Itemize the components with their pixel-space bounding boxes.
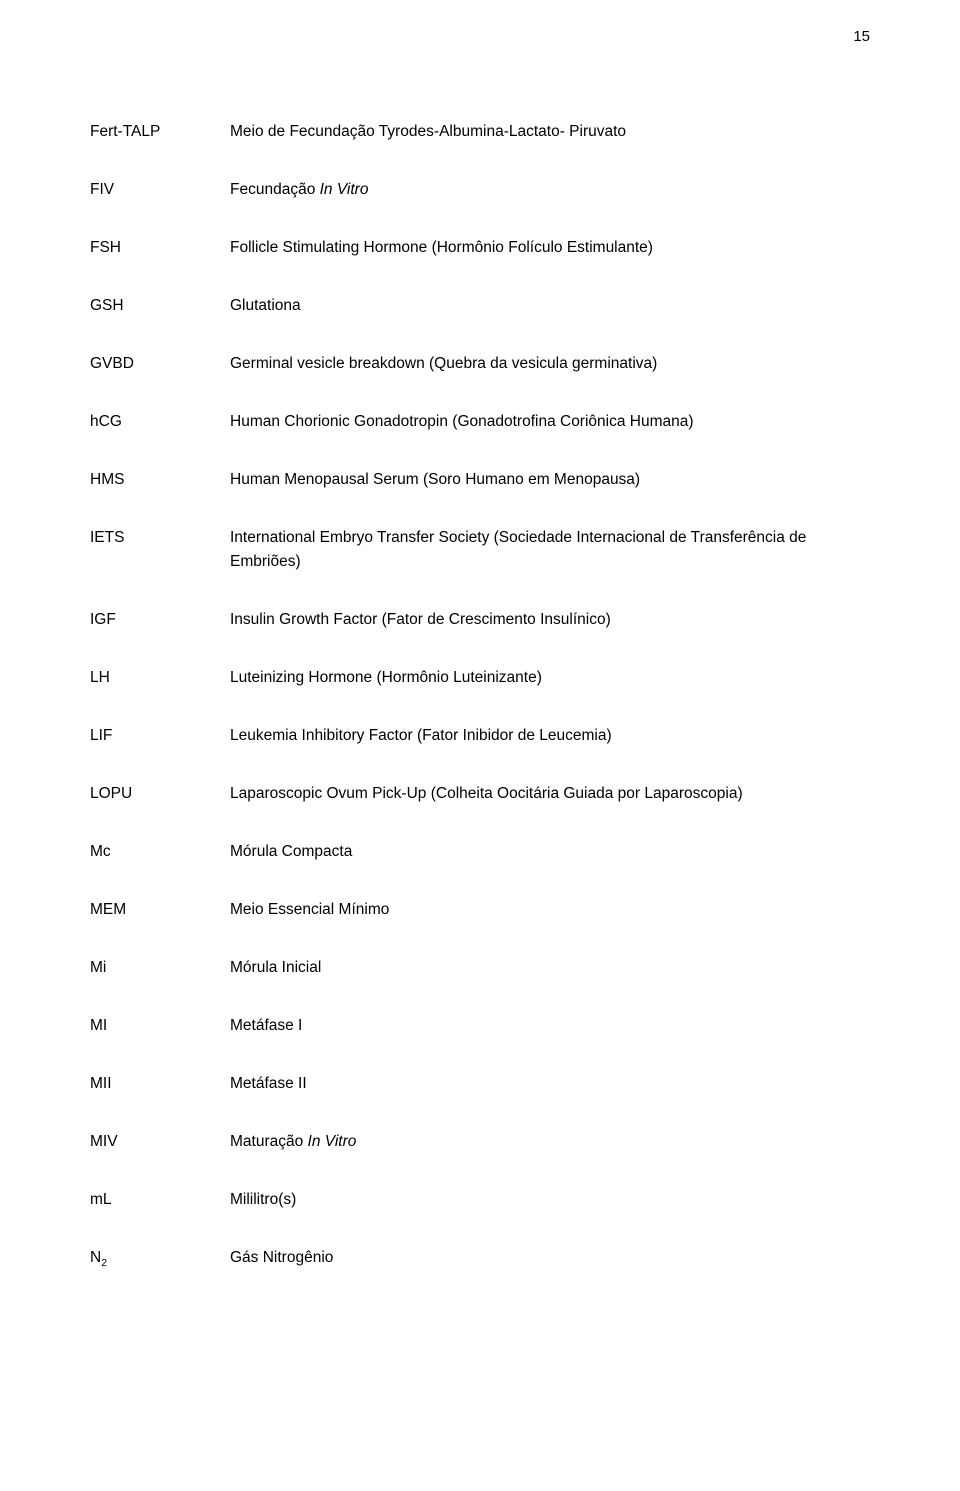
document-page: 15 Fert-TALP Meio de Fecundação Tyrodes-… (0, 0, 960, 1491)
glossary-definition: Meio Essencial Mínimo (230, 898, 870, 922)
glossary-term: IGF (90, 608, 230, 632)
glossary-row: GSH Glutationa (90, 294, 870, 318)
term-subscript: 2 (101, 1257, 107, 1269)
glossary-definition: Insulin Growth Factor (Fator de Crescime… (230, 608, 870, 632)
glossary-definition: Mililitro(s) (230, 1188, 870, 1212)
glossary-row: FIV Fecundação In Vitro (90, 178, 870, 202)
glossary-definition: Metáfase I (230, 1014, 870, 1038)
glossary-term: LH (90, 666, 230, 690)
glossary-row: MI Metáfase I (90, 1014, 870, 1038)
glossary-term: MIV (90, 1130, 230, 1154)
glossary-definition: Fecundação In Vitro (230, 178, 870, 202)
glossary-row: MEM Meio Essencial Mínimo (90, 898, 870, 922)
glossary-term: N2 (90, 1246, 230, 1271)
page-number: 15 (853, 28, 870, 45)
glossary-definition: Luteinizing Hormone (Hormônio Luteinizan… (230, 666, 870, 690)
glossary-definition: Glutationa (230, 294, 870, 318)
glossary-definition: Human Chorionic Gonadotropin (Gonadotrof… (230, 410, 870, 434)
glossary-row: FSH Follicle Stimulating Hormone (Hormôn… (90, 236, 870, 260)
glossary-term: LOPU (90, 782, 230, 806)
glossary-term: FSH (90, 236, 230, 260)
glossary-row: N2 Gás Nitrogênio (90, 1246, 870, 1271)
glossary-term: MII (90, 1072, 230, 1096)
glossary-term: MI (90, 1014, 230, 1038)
glossary-row: GVBD Germinal vesicle breakdown (Quebra … (90, 352, 870, 376)
glossary-row: HMS Human Menopausal Serum (Soro Humano … (90, 468, 870, 492)
glossary-row: MIV Maturação In Vitro (90, 1130, 870, 1154)
glossary-definition: International Embryo Transfer Society (S… (230, 526, 870, 574)
glossary-definition: Mórula Inicial (230, 956, 870, 980)
glossary-definition: Germinal vesicle breakdown (Quebra da ve… (230, 352, 870, 376)
glossary-row: MII Metáfase II (90, 1072, 870, 1096)
glossary-row: Fert-TALP Meio de Fecundação Tyrodes-Alb… (90, 120, 870, 144)
glossary-term: IETS (90, 526, 230, 550)
glossary-term: MEM (90, 898, 230, 922)
glossary-term: FIV (90, 178, 230, 202)
glossary-row: Mc Mórula Compacta (90, 840, 870, 864)
glossary-definition: Maturação In Vitro (230, 1130, 870, 1154)
glossary-term: LIF (90, 724, 230, 748)
glossary-term: HMS (90, 468, 230, 492)
glossary-term: Mc (90, 840, 230, 864)
glossary-definition: Human Menopausal Serum (Soro Humano em M… (230, 468, 870, 492)
glossary-term: Mi (90, 956, 230, 980)
glossary-definition: Gás Nitrogênio (230, 1246, 870, 1270)
definition-text: Fecundação (230, 181, 320, 198)
glossary-row: Mi Mórula Inicial (90, 956, 870, 980)
glossary-definition: Follicle Stimulating Hormone (Hormônio F… (230, 236, 870, 260)
glossary-term: GVBD (90, 352, 230, 376)
glossary-row: LH Luteinizing Hormone (Hormônio Luteini… (90, 666, 870, 690)
glossary-row: IGF Insulin Growth Factor (Fator de Cres… (90, 608, 870, 632)
glossary-definition: Leukemia Inhibitory Factor (Fator Inibid… (230, 724, 870, 748)
glossary-definition: Laparoscopic Ovum Pick-Up (Colheita Ooci… (230, 782, 870, 806)
glossary-row: IETS International Embryo Transfer Socie… (90, 526, 870, 574)
glossary-definition: Metáfase II (230, 1072, 870, 1096)
glossary-row: LOPU Laparoscopic Ovum Pick-Up (Colheita… (90, 782, 870, 806)
glossary-row: hCG Human Chorionic Gonadotropin (Gonado… (90, 410, 870, 434)
glossary-row: mL Mililitro(s) (90, 1188, 870, 1212)
glossary-definition: Mórula Compacta (230, 840, 870, 864)
term-base: N (90, 1249, 101, 1266)
glossary-definition: Meio de Fecundação Tyrodes-Albumina-Lact… (230, 120, 870, 144)
glossary-term: GSH (90, 294, 230, 318)
glossary-row: LIF Leukemia Inhibitory Factor (Fator In… (90, 724, 870, 748)
glossary-term: Fert-TALP (90, 120, 230, 144)
definition-italic: In Vitro (320, 181, 369, 198)
definition-text: Maturação (230, 1133, 308, 1150)
glossary-list: Fert-TALP Meio de Fecundação Tyrodes-Alb… (90, 120, 870, 1272)
glossary-term: hCG (90, 410, 230, 434)
glossary-term: mL (90, 1188, 230, 1212)
definition-italic: In Vitro (308, 1133, 357, 1150)
